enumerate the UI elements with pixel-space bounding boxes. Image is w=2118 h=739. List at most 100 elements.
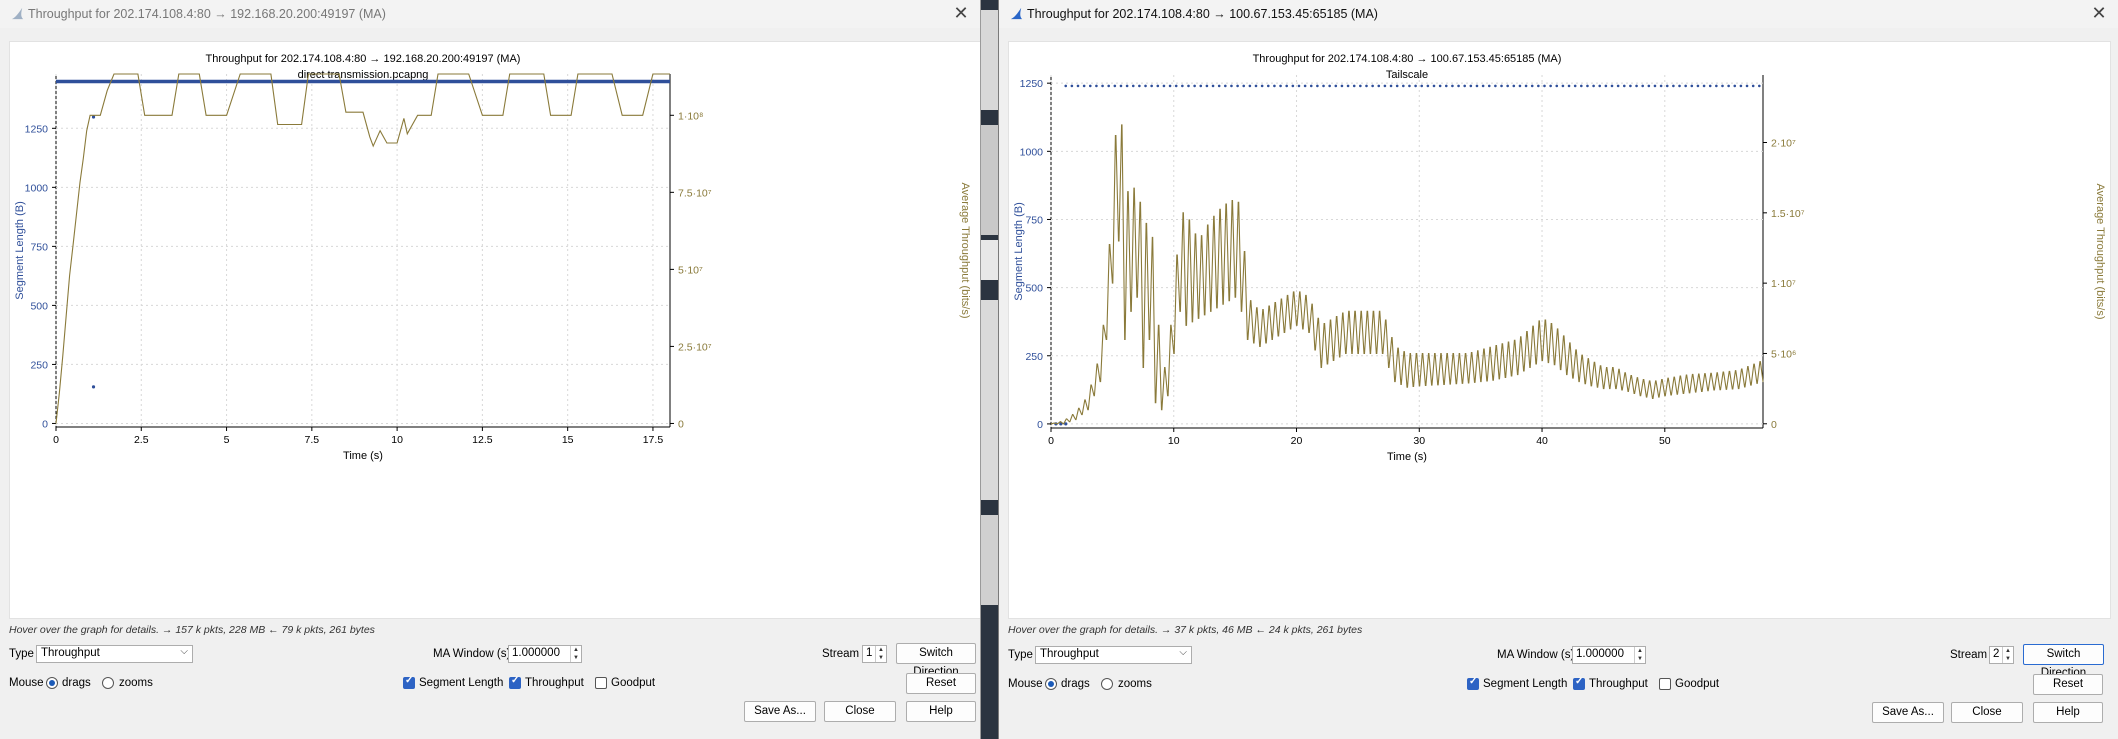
left-type-label: Type [9, 648, 34, 660]
right-throughput-label: Throughput [1589, 678, 1648, 690]
segment-length-point [1549, 84, 1552, 88]
right-switch-direction-button[interactable]: Switch Direction [2023, 644, 2104, 679]
right-segment-length-label: Segment Length [1483, 678, 1568, 690]
segment-length-point [1242, 84, 1246, 88]
segment-length-point [1309, 84, 1313, 88]
right-throughput-chart[interactable]: Throughput for 202.174.108.4:80 → 100.67… [1009, 42, 2110, 618]
y2-axis-label: Average Throughput (bits/s) [959, 183, 971, 319]
left-plot-area[interactable]: Throughput for 202.174.108.4:80 → 192.16… [9, 41, 980, 619]
segment-length-point [1420, 84, 1424, 88]
segment-length-point [1371, 84, 1374, 88]
spin-arrows-icon[interactable]: ▲ ▼ [570, 646, 581, 662]
segment-length-point [1095, 84, 1098, 88]
segment-length-point [1260, 84, 1264, 88]
right-reset-button[interactable]: Reset [2033, 674, 2103, 695]
segment-length-point [1457, 84, 1460, 88]
right-hover-hint: Hover over the graph for details. → 37 k… [1008, 624, 1363, 636]
right-type-select[interactable]: Throughput ⌵ [1035, 646, 1192, 664]
right-ma-window-value: 1.000000 [1576, 648, 1624, 660]
left-ma-window-spinbox[interactable]: 1.000000 ▲ ▼ [508, 645, 582, 663]
left-segment-length-label: Segment Length [419, 677, 504, 689]
right-zooms-radio[interactable] [1101, 678, 1113, 690]
segment-length-point [1328, 84, 1331, 88]
right-title-bar[interactable]: Throughput for 202.174.108.4:80 → 100.67… [999, 0, 2118, 28]
segment-length-point [1193, 84, 1196, 88]
y2-tick-label: 7.5·10⁷ [678, 187, 712, 199]
segment-length-point [1408, 84, 1411, 88]
segment-length-point [1217, 84, 1221, 88]
right-plot-area[interactable]: Throughput for 202.174.108.4:80 → 100.67… [1008, 41, 2111, 619]
segment-length-point [1199, 84, 1203, 88]
right-ma-window-spinbox[interactable]: 1.000000 ▲ ▼ [1572, 646, 1646, 664]
x-axis-label: Time (s) [343, 450, 383, 462]
left-title-bar[interactable]: Throughput for 202.174.108.4:80 → 192.16… [0, 0, 980, 28]
x-tick-label: 40 [1536, 435, 1548, 447]
segment-length-point [1426, 84, 1430, 88]
segment-length-point [1107, 84, 1110, 88]
segment-length-point [1616, 84, 1620, 88]
spin-arrows-icon[interactable]: ▲ ▼ [2002, 647, 2013, 663]
left-throughput-chart[interactable]: Throughput for 202.174.108.4:80 → 192.16… [10, 42, 980, 618]
segment-length-point [1297, 84, 1301, 88]
left-segment-length-checkbox[interactable] [403, 675, 415, 689]
right-throughput-checkbox[interactable] [1573, 676, 1585, 690]
segment-length-point [1758, 84, 1761, 88]
left-zooms-radio[interactable] [102, 677, 114, 689]
right-goodput-checkbox[interactable] [1659, 678, 1671, 690]
right-throughput-window: Throughput for 202.174.108.4:80 → 100.67… [998, 0, 2118, 739]
x-tick-label: 10 [1168, 435, 1180, 447]
left-type-select[interactable]: Throughput ⌵ [36, 645, 193, 663]
left-help-button[interactable]: Help [906, 701, 976, 722]
left-stream-label: Stream [822, 648, 860, 660]
segment-length-point [1224, 84, 1227, 88]
left-goodput-label: Goodput [611, 677, 656, 689]
left-stream-spinbox[interactable]: 1 ▲ ▼ [862, 645, 887, 663]
segment-length-point [1518, 84, 1522, 88]
background-strip [981, 300, 998, 500]
right-close-button[interactable]: Close [1951, 702, 2023, 723]
segment-length-point [1254, 84, 1258, 88]
left-throughput-window: Throughput for 202.174.108.4:80 → 192.16… [0, 0, 981, 739]
segment-length-point [1365, 84, 1368, 88]
left-mouse-label: Mouse [9, 677, 44, 689]
segment-length-point [1451, 84, 1454, 88]
right-segment-length-checkbox[interactable] [1467, 676, 1479, 690]
left-throughput-checkbox[interactable] [509, 675, 521, 689]
left-close-button[interactable]: Close [824, 701, 896, 722]
x-tick-label: 5 [224, 434, 230, 446]
left-stream-value: 1 [866, 647, 873, 659]
segment-length-point [1064, 422, 1068, 426]
segment-length-point [1512, 84, 1516, 88]
left-close-icon[interactable]: ✕ [953, 3, 969, 23]
segment-length-point [1604, 84, 1608, 88]
left-drags-radio[interactable] [46, 677, 58, 689]
right-close-icon[interactable]: ✕ [2091, 3, 2107, 23]
left-hover-hint: Hover over the graph for details. → 157 … [9, 624, 375, 636]
segment-length-point [1162, 84, 1166, 88]
chevron-down-icon: ⌵ [1179, 647, 1187, 658]
spin-arrows-icon[interactable]: ▲ ▼ [875, 646, 886, 662]
segment-length-point [1561, 84, 1565, 88]
segment-length-point [1678, 84, 1681, 88]
y-tick-label: 1250 [25, 123, 49, 135]
left-goodput-checkbox[interactable] [595, 677, 607, 689]
right-save-as-button[interactable]: Save As... [1872, 702, 1944, 723]
left-switch-direction-button[interactable]: Switch Direction [896, 643, 976, 678]
right-ma-window-label: MA Window (s) [1497, 649, 1575, 661]
left-zooms-label: zooms [119, 677, 153, 689]
segment-length-point [1389, 84, 1393, 88]
right-stream-spinbox[interactable]: 2 ▲ ▼ [1989, 646, 2014, 664]
right-help-button[interactable]: Help [2033, 702, 2103, 723]
right-drags-radio[interactable] [1045, 678, 1057, 690]
segment-length-point [1708, 84, 1712, 88]
segment-length-point [1530, 84, 1534, 88]
spin-arrows-icon[interactable]: ▲ ▼ [1634, 647, 1645, 663]
left-save-as-button[interactable]: Save As... [744, 701, 816, 722]
right-goodput-label: Goodput [1675, 678, 1720, 690]
segment-length-point [1377, 84, 1381, 88]
y-tick-label: 1250 [1020, 78, 1044, 90]
left-reset-button[interactable]: Reset [906, 673, 976, 694]
segment-length-point [1119, 84, 1123, 88]
segment-length-point [1359, 84, 1362, 88]
segment-length-point [1266, 84, 1270, 88]
